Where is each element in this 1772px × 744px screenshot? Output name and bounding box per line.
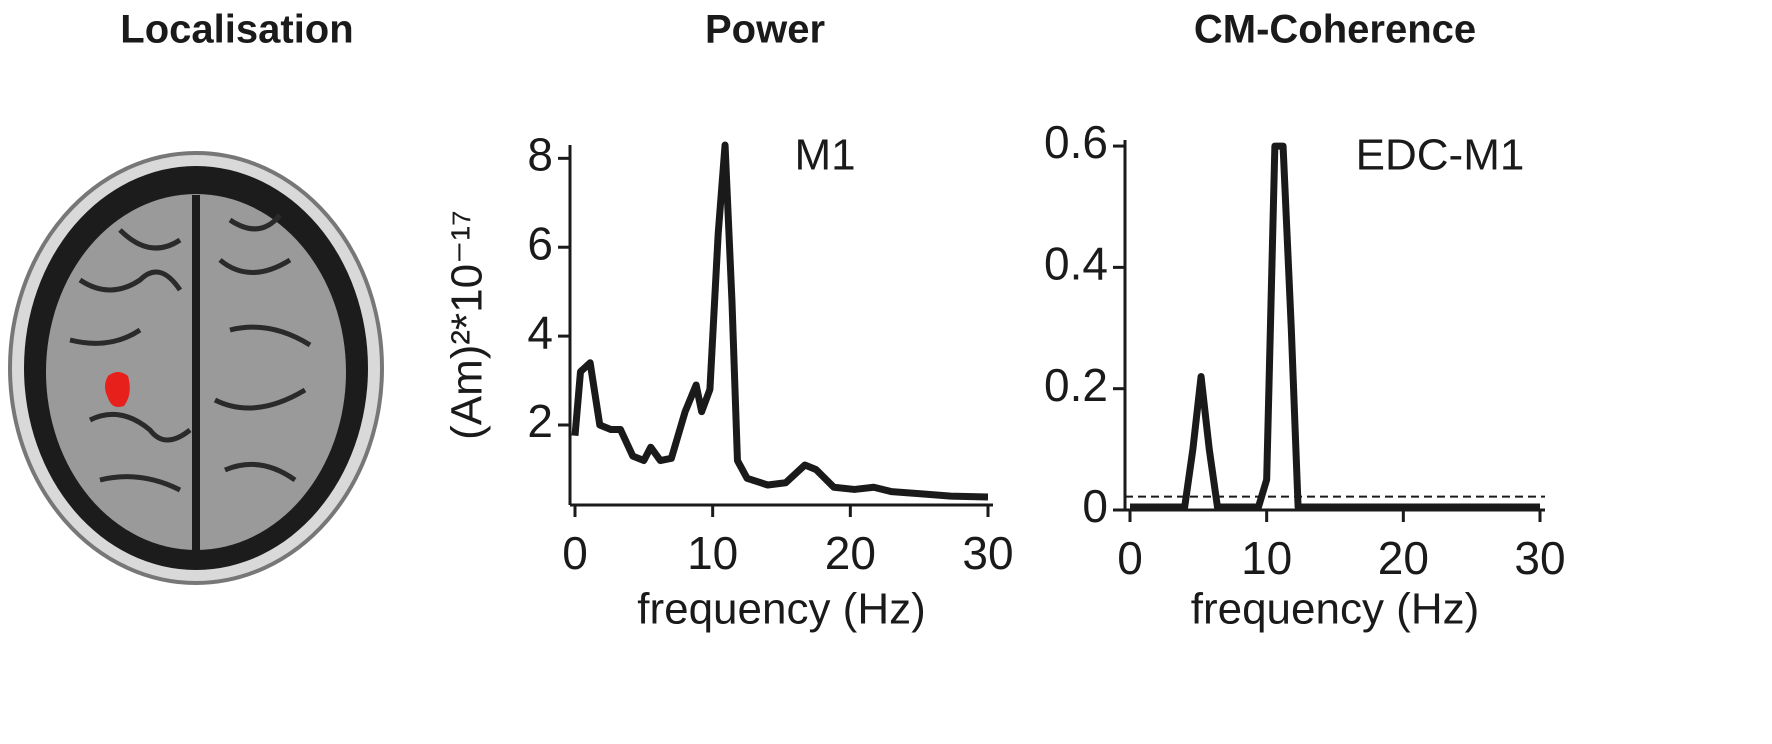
y-tick-label: 0 [1082,480,1108,532]
x-tick-label: 10 [687,527,738,579]
annotation: M1 [794,131,855,180]
x-tick-label: 10 [1241,532,1292,584]
x-axis-label: frequency (Hz) [637,585,926,634]
y-axis-label: (Am)²*10⁻¹⁷ [443,210,492,440]
y-tick-label: 2 [527,395,553,447]
y-tick-label: 4 [527,306,553,358]
y-tick-label: 0.2 [1044,359,1108,411]
chart-title: CM-Coherence [1194,8,1476,52]
chart-title: Power [705,8,825,52]
annotation: EDC-M1 [1356,131,1525,180]
x-axis-label: frequency (Hz) [1191,585,1480,634]
data-line [571,141,989,501]
y-tick-label: 0.4 [1044,238,1108,290]
y-tick-label: 8 [527,128,553,180]
data-line [1130,142,1540,511]
x-tick-label: 20 [825,527,876,579]
y-tick-label: 0.6 [1044,116,1108,168]
panel-title: Localisation [120,8,353,52]
x-tick-label: 30 [962,527,1013,579]
x-tick-label: 20 [1378,532,1429,584]
x-tick-label: 30 [1514,532,1565,584]
x-tick-label: 0 [1117,532,1143,584]
brain-image [8,151,384,585]
y-tick-label: 6 [527,217,553,269]
x-tick-label: 0 [562,527,588,579]
